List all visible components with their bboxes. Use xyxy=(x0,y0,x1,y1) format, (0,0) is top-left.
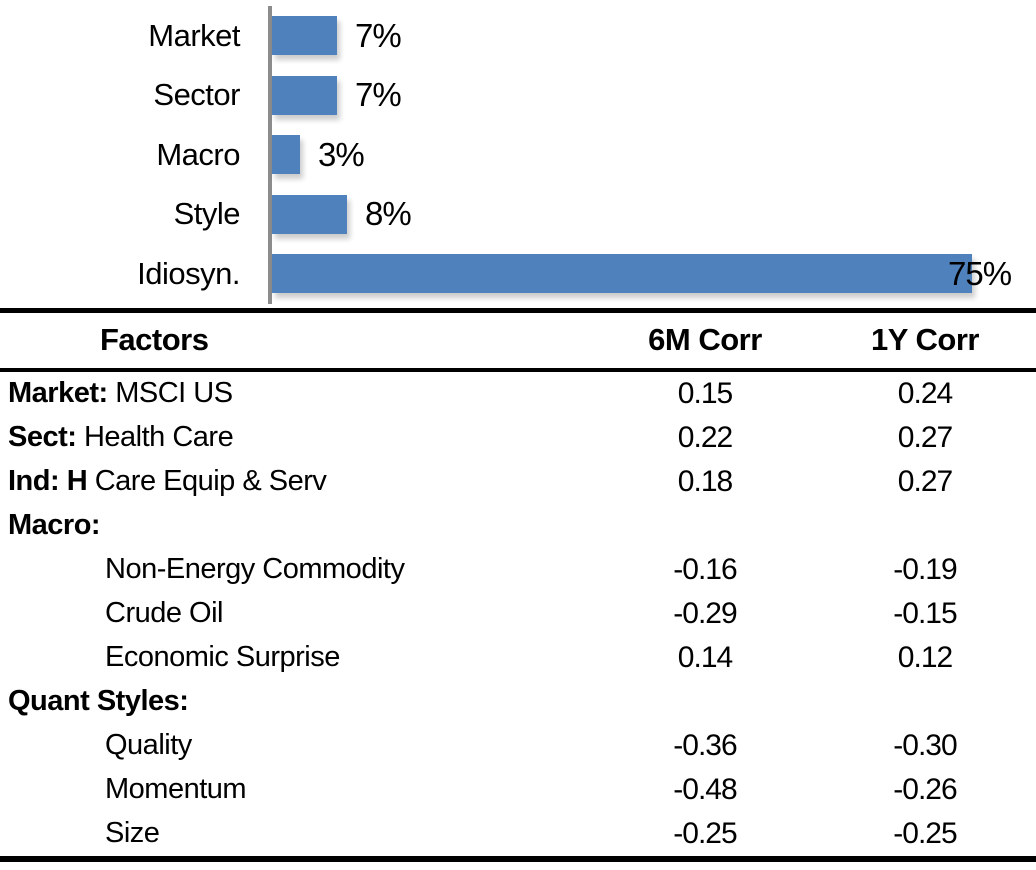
chart-category-label: Macro xyxy=(156,136,240,172)
factor-name: Crude Oil xyxy=(105,597,224,629)
column-header-factors: Factors xyxy=(100,322,209,357)
chart-bar xyxy=(272,194,347,234)
chart-category-label: Idiosyn. xyxy=(137,255,240,291)
table-row: Economic Surprise 0.14 0.12 xyxy=(0,636,1036,680)
corr-1y-value: 0.12 xyxy=(897,640,953,674)
corr-1y-value: -0.15 xyxy=(893,596,957,630)
factor-name-bold: Quant Styles: xyxy=(8,685,189,717)
factor-name: Economic Surprise xyxy=(105,641,340,673)
chart-plot-area: Market 7% Sector 7% Macro 3% Style 8% Idiosyn. 75… xyxy=(0,6,1036,304)
corr-1y-value: -0.25 xyxy=(893,816,957,850)
table-row: Momentum -0.48 -0.26 xyxy=(0,768,1036,812)
factor-name: Non-Energy Commodity xyxy=(105,553,405,585)
table-row: Non-Energy Commodity -0.16 -0.19 xyxy=(0,548,1036,592)
corr-6m-value: -0.29 xyxy=(673,596,737,630)
table-row: Quant Styles: xyxy=(0,680,1036,724)
table-header-row: Factors 6M Corr 1Y Corr xyxy=(0,313,1036,372)
corr-6m-value: -0.16 xyxy=(673,552,737,586)
corr-1y-value: -0.30 xyxy=(893,728,957,762)
corr-6m-value: -0.36 xyxy=(673,728,737,762)
factor-correlation-table: Factors 6M Corr 1Y Corr Market: MSCI US 0… xyxy=(0,307,1036,862)
chart-data-label: 7% xyxy=(355,76,402,114)
chart-data-label: 3% xyxy=(318,135,365,173)
factor-name: Size xyxy=(105,817,160,849)
corr-6m-value: 0.14 xyxy=(677,640,733,674)
factor-name-bold: Market: xyxy=(8,377,108,409)
chart-data-label: 7% xyxy=(355,16,402,54)
corr-1y-value: 0.27 xyxy=(897,464,953,498)
table-row: Market: MSCI US 0.15 0.24 xyxy=(0,372,1036,416)
factor-name-bold: Ind: H xyxy=(8,465,88,497)
chart-axis-area: 7% xyxy=(268,6,1036,66)
chart-axis-area: 3% xyxy=(268,125,1036,185)
column-header-6m-corr: 6M Corr xyxy=(648,322,762,357)
chart-row: Idiosyn. 75% xyxy=(0,244,1036,304)
factor-name: Market: MSCI US xyxy=(8,377,233,409)
corr-6m-value: -0.48 xyxy=(673,772,737,806)
table-row: Crude Oil -0.29 -0.15 xyxy=(0,592,1036,636)
chart-row: Style 8% xyxy=(0,184,1036,244)
factor-name-bold: Sect: xyxy=(8,421,77,453)
chart-axis-area: 8% xyxy=(268,184,1036,244)
column-header-1y-corr: 1Y Corr xyxy=(871,322,979,357)
risk-decomposition-bar-chart: Market 7% Sector 7% Macro 3% Style 8% Idiosyn. 75… xyxy=(0,0,1036,304)
chart-category-label: Sector xyxy=(153,77,240,113)
table-body: Market: MSCI US 0.15 0.24 Sect: Health Care… xyxy=(0,372,1036,856)
factor-name-bold: Macro: xyxy=(8,509,101,541)
factor-name: Ind: H Care Equip & Serv xyxy=(8,465,327,497)
chart-bar xyxy=(272,16,337,56)
factor-name: Macro: xyxy=(0,509,620,542)
chart-row: Macro 3% xyxy=(0,125,1036,185)
chart-category-label: Style xyxy=(173,196,241,232)
corr-1y-value: 0.27 xyxy=(897,420,953,454)
table-row: Macro: xyxy=(0,504,1036,548)
chart-category-label: Market xyxy=(148,17,240,53)
corr-6m-value: 0.22 xyxy=(677,420,733,454)
chart-axis-area: 7% xyxy=(268,65,1036,125)
chart-axis-area: 75% xyxy=(268,244,1036,304)
table-row: Sect: Health Care 0.22 0.27 xyxy=(0,416,1036,460)
chart-row: Sector 7% xyxy=(0,65,1036,125)
corr-1y-value: -0.26 xyxy=(893,772,957,806)
factor-name: Quant Styles: xyxy=(0,685,620,718)
chart-bar xyxy=(272,254,972,294)
chart-row: Market 7% xyxy=(0,6,1036,66)
corr-6m-value: -0.25 xyxy=(673,816,737,850)
factor-name: Quality xyxy=(105,729,192,761)
chart-bar xyxy=(272,135,300,175)
factor-name: Sect: Health Care xyxy=(8,421,234,453)
table-row: Size -0.25 -0.25 xyxy=(0,812,1036,856)
corr-6m-value: 0.15 xyxy=(677,376,733,410)
table-row: Quality -0.36 -0.30 xyxy=(0,724,1036,768)
chart-data-label: 75% xyxy=(948,254,1012,292)
chart-bar xyxy=(272,75,337,115)
table-row: Ind: H Care Equip & Serv 0.18 0.27 xyxy=(0,460,1036,504)
chart-data-label: 8% xyxy=(365,195,412,233)
corr-1y-value: -0.19 xyxy=(893,552,957,586)
corr-1y-value: 0.24 xyxy=(897,376,953,410)
factor-name: Momentum xyxy=(105,773,247,805)
corr-6m-value: 0.18 xyxy=(677,464,733,498)
